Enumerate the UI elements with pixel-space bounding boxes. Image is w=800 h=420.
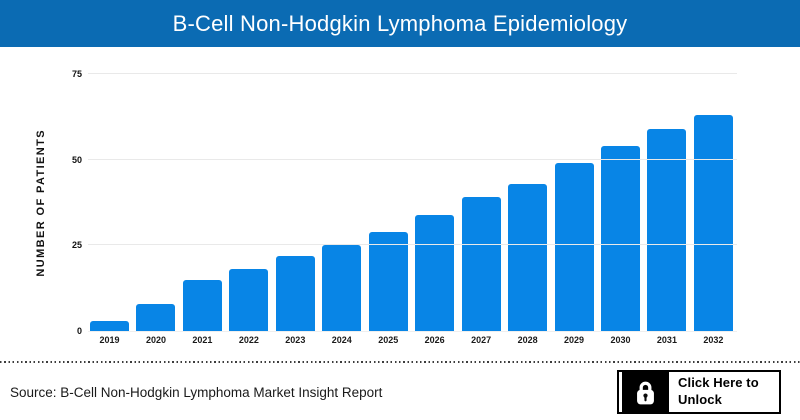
unlock-button-label: Click Here to Unlock <box>669 372 779 412</box>
x-tick-label-2028: 2028 <box>517 335 538 345</box>
unlock-label-line2: Unlock <box>678 392 722 407</box>
y-tick-label-0: 0 <box>76 326 82 336</box>
plot-area <box>88 73 737 332</box>
lock-icon <box>637 381 654 404</box>
y-axis-ticks: 0 25 50 75 <box>56 69 82 336</box>
x-tick-label-2023: 2023 <box>285 335 306 345</box>
bar-2026 <box>415 214 455 331</box>
x-tick-label-2021: 2021 <box>192 335 213 345</box>
x-tick-label-2029: 2029 <box>564 335 585 345</box>
x-tick-label-2020: 2020 <box>145 335 166 345</box>
lock-icon-box <box>622 372 669 412</box>
x-tick-label-2026: 2026 <box>424 335 445 345</box>
x-tick-label-2022: 2022 <box>238 335 259 345</box>
gridline-75 <box>88 73 737 74</box>
x-tick-label-2030: 2030 <box>610 335 631 345</box>
bar-2029 <box>554 163 594 331</box>
unlock-button[interactable]: Click Here to Unlock <box>617 370 781 414</box>
source-text: Source: B-Cell Non-Hodgkin Lymphoma Mark… <box>10 385 383 400</box>
dotted-divider <box>0 361 800 363</box>
x-axis-ticks: 2019 2020 2021 2022 2023 2024 2025 2026 2027 2028… <box>90 335 733 345</box>
y-tick-label-75: 75 <box>71 69 82 79</box>
bar-2028 <box>508 183 548 331</box>
x-tick-label-2019: 2019 <box>99 335 120 345</box>
bar-2021 <box>182 279 222 331</box>
bar-2020 <box>136 303 176 331</box>
x-tick-label-2031: 2031 <box>656 335 677 345</box>
unlock-label-line1: Click Here to <box>678 375 759 391</box>
bar-2027 <box>461 197 501 331</box>
x-tick-label-2025: 2025 <box>378 335 399 345</box>
y-tick-label-25: 25 <box>71 240 82 251</box>
y-axis-title: NUMBER OF PATIENTS <box>30 74 52 331</box>
gridline-50 <box>88 158 737 160</box>
bar-2022 <box>229 269 269 331</box>
bar-2024 <box>322 245 362 331</box>
x-axis-baseline <box>88 331 737 332</box>
bar-2031 <box>647 128 687 331</box>
bar-2019 <box>90 320 129 331</box>
x-tick-label-2027: 2027 <box>471 335 492 345</box>
page-title: B-Cell Non-Hodgkin Lymphoma Epidemiology <box>172 10 628 36</box>
bar-2032 <box>693 115 733 331</box>
bar-series <box>90 74 733 331</box>
title-banner: B-Cell Non-Hodgkin Lymphoma Epidemiology <box>0 0 800 47</box>
bar-2023 <box>275 255 315 331</box>
x-tick-label-2032: 2032 <box>703 335 724 345</box>
gridline-25 <box>88 244 737 246</box>
y-axis-title-label: NUMBER OF PATIENTS <box>35 128 47 277</box>
y-tick-label-50: 50 <box>71 154 82 165</box>
x-tick-label-2024: 2024 <box>331 335 352 345</box>
bar-2030 <box>600 146 640 331</box>
bar-2025 <box>368 231 408 331</box>
